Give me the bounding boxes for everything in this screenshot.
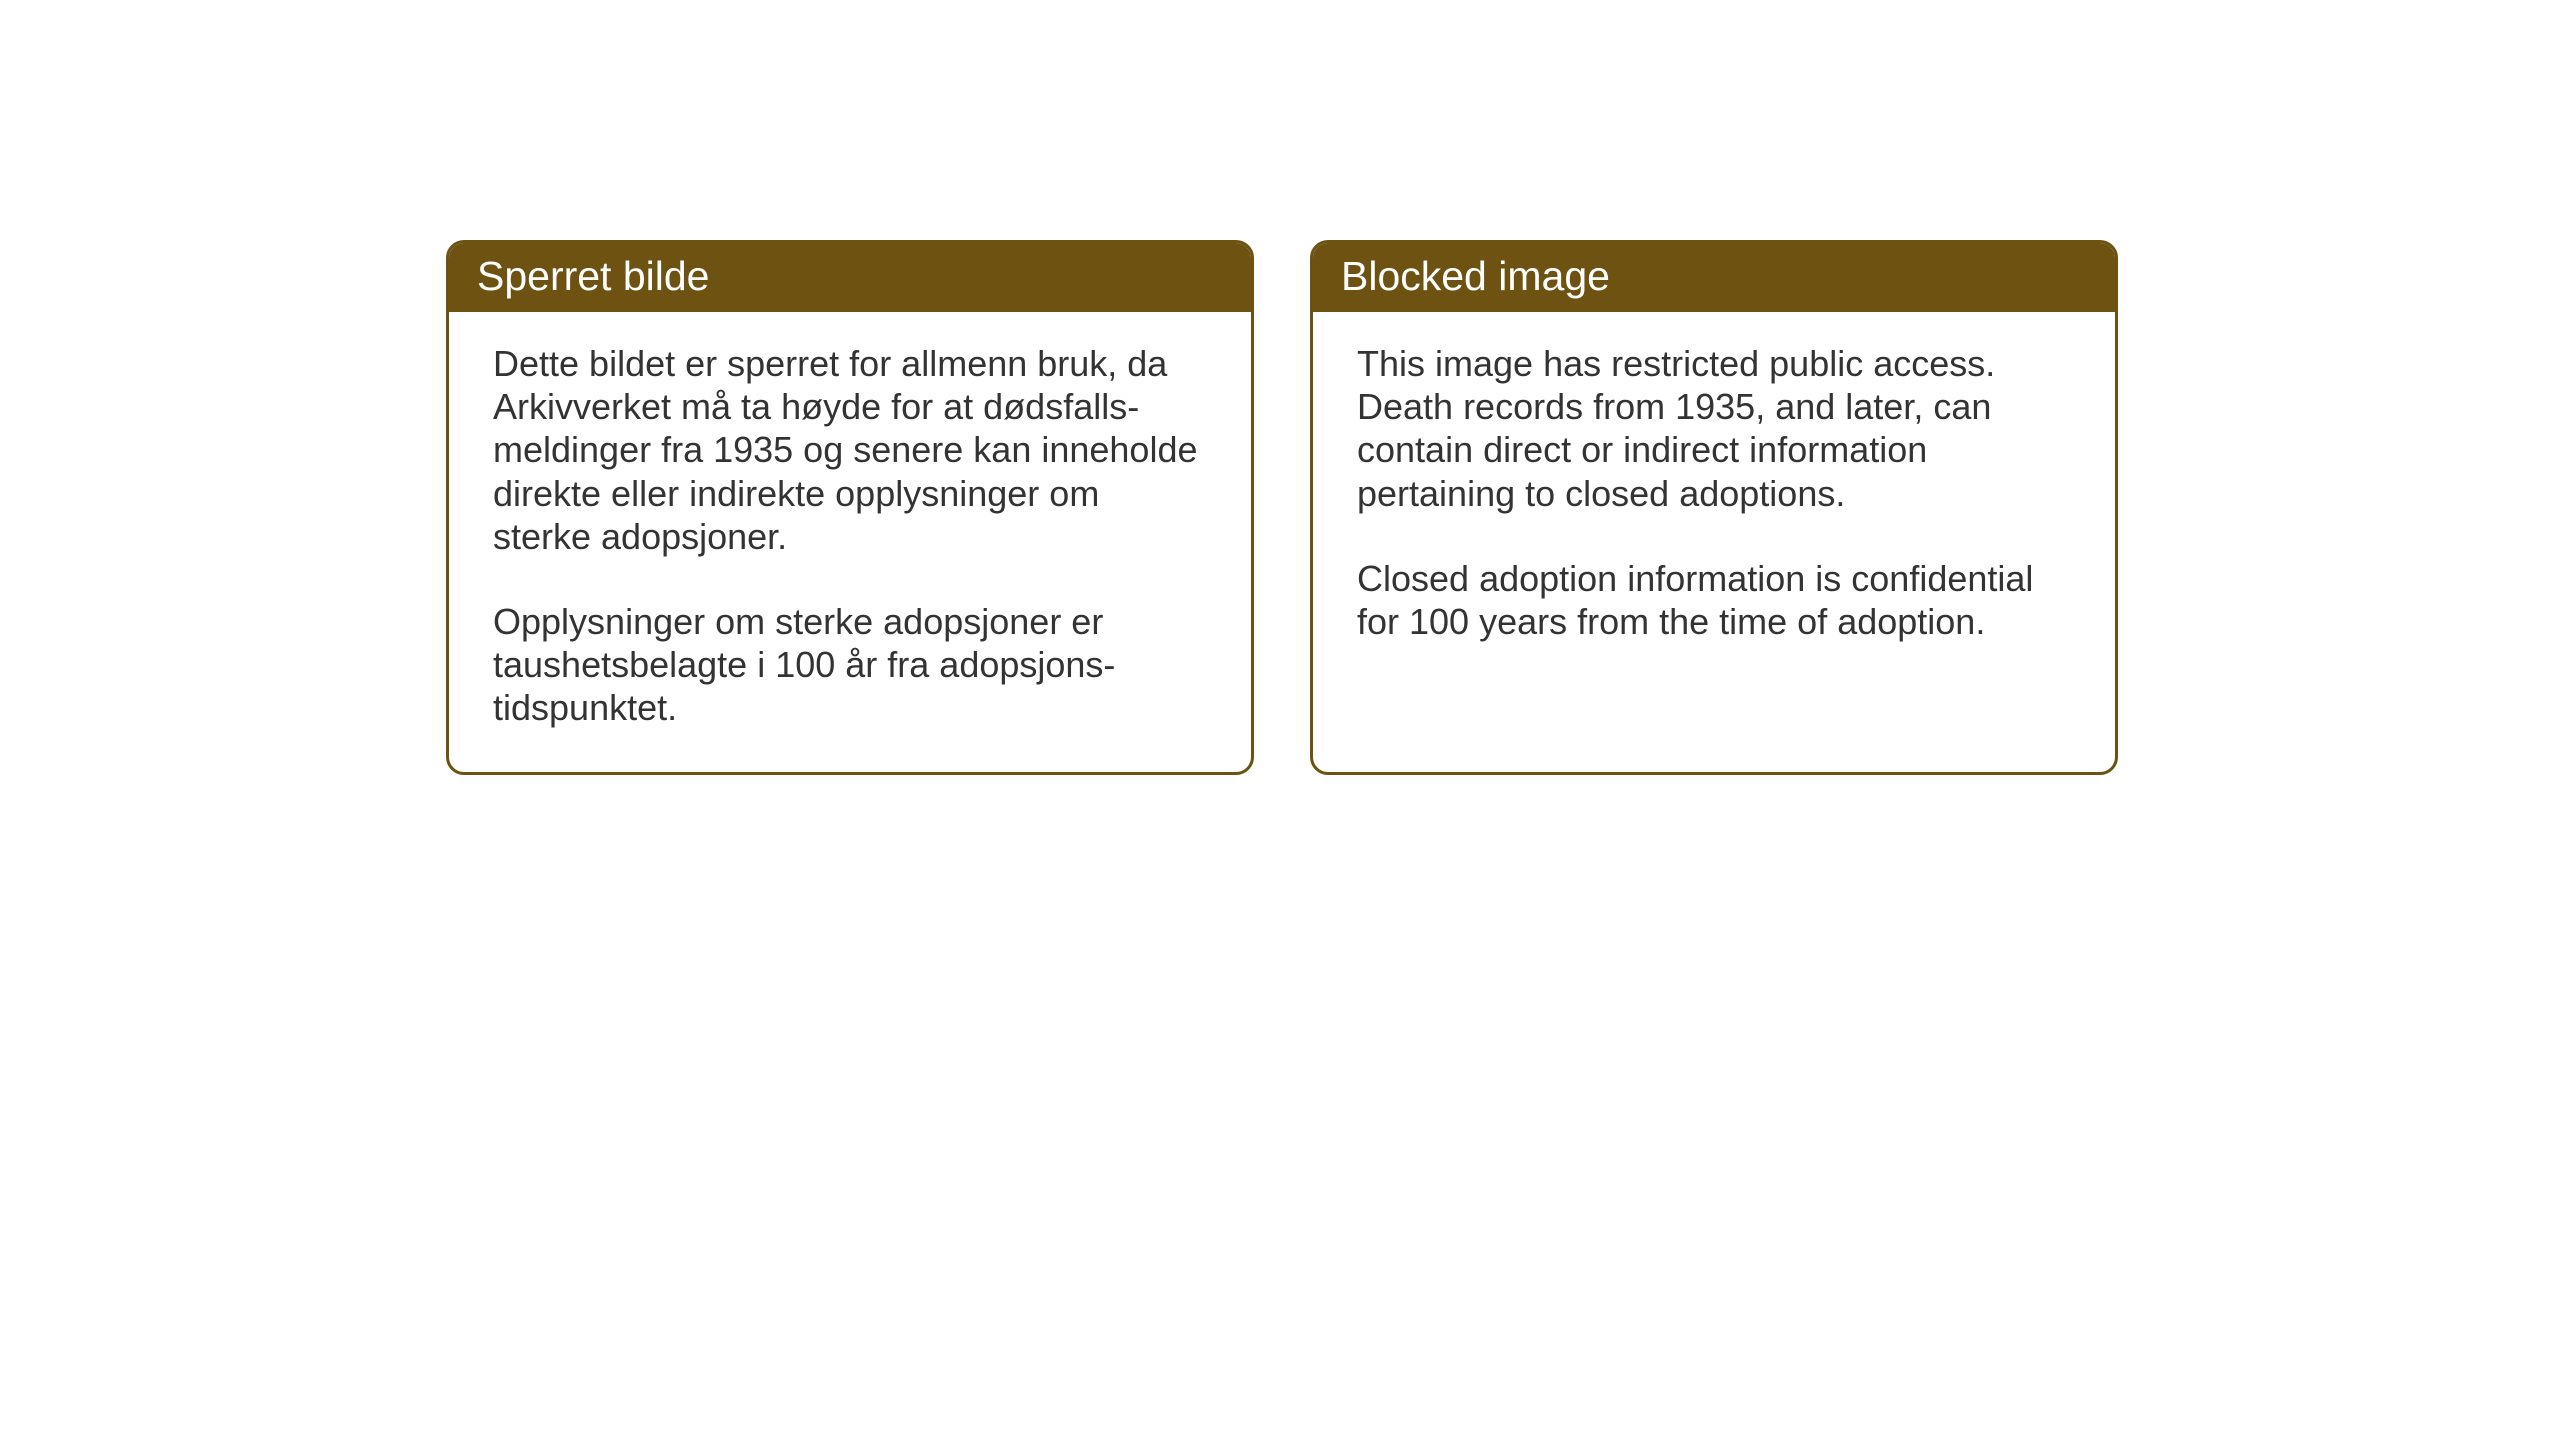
notice-body-english: This image has restricted public access.… [1313,312,2115,685]
notice-paragraph-1-norwegian: Dette bildet er sperret for allmenn bruk… [493,342,1207,558]
notice-title-english: Blocked image [1341,253,1610,299]
notice-paragraph-2-english: Closed adoption information is confident… [1357,557,2071,643]
notice-card-english: Blocked image This image has restricted … [1310,240,2118,775]
notice-card-norwegian: Sperret bilde Dette bildet er sperret fo… [446,240,1254,775]
notice-header-norwegian: Sperret bilde [449,243,1251,312]
notice-body-norwegian: Dette bildet er sperret for allmenn bruk… [449,312,1251,772]
notice-title-norwegian: Sperret bilde [477,253,709,299]
notice-container: Sperret bilde Dette bildet er sperret fo… [446,240,2118,775]
notice-paragraph-1-english: This image has restricted public access.… [1357,342,2071,515]
notice-paragraph-2-norwegian: Opplysninger om sterke adopsjoner er tau… [493,600,1207,730]
notice-header-english: Blocked image [1313,243,2115,312]
